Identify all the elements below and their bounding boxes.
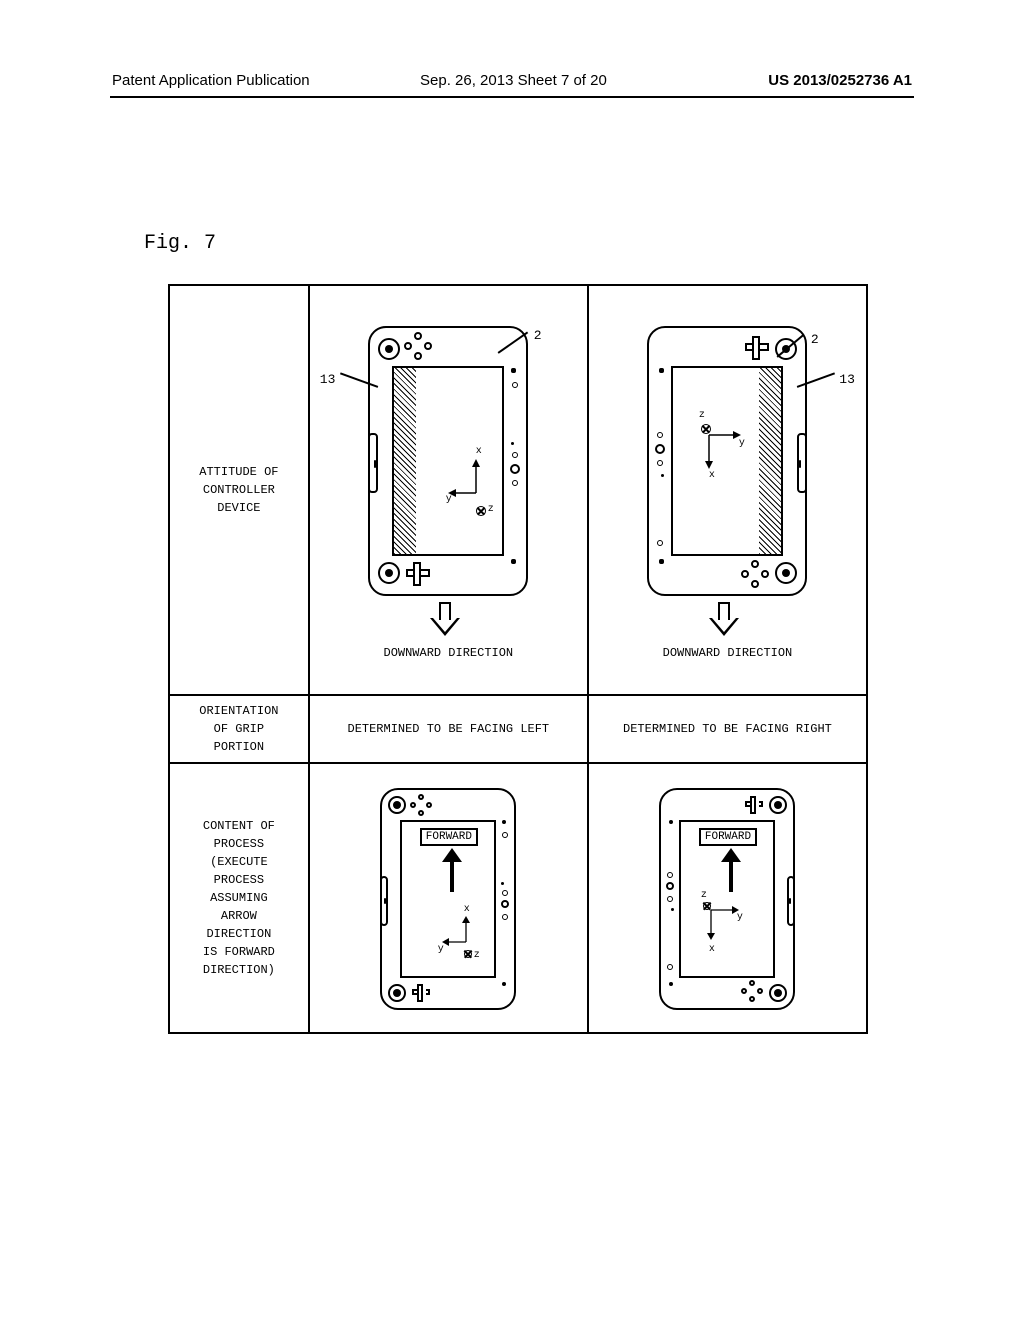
diagram-top-right: z y x 13 2 DOWNWARD DIRECTION	[588, 285, 867, 695]
comparison-table: ATTITUDE OF CONTROLLER DEVICE	[168, 284, 868, 1034]
header-right: US 2013/0252736 A1	[768, 72, 912, 89]
header-rule	[110, 96, 914, 98]
row2-label: CONTENT OF PROCESS (EXECUTE PROCESS ASSU…	[170, 811, 308, 985]
row1-label: ORIENTATION OF GRIP PORTION	[170, 696, 308, 762]
header-center: Sep. 26, 2013 Sheet 7 of 20	[420, 72, 607, 89]
figure-label: Fig. 7	[144, 232, 216, 255]
row1-right: DETERMINED TO BE FACING RIGHT	[589, 722, 866, 736]
diagram-bottom-right: FORWARD	[588, 763, 867, 1033]
diagram-top-left: x y z 13 2 DOWNWARD DIRECTION	[309, 285, 588, 695]
row0-label: ATTITUDE OF CONTROLLER DEVICE	[170, 457, 308, 523]
row1-left: DETERMINED TO BE FACING LEFT	[310, 722, 587, 736]
diagram-bottom-left: FORWARD	[309, 763, 588, 1033]
header-left: Patent Application Publication	[112, 72, 310, 89]
